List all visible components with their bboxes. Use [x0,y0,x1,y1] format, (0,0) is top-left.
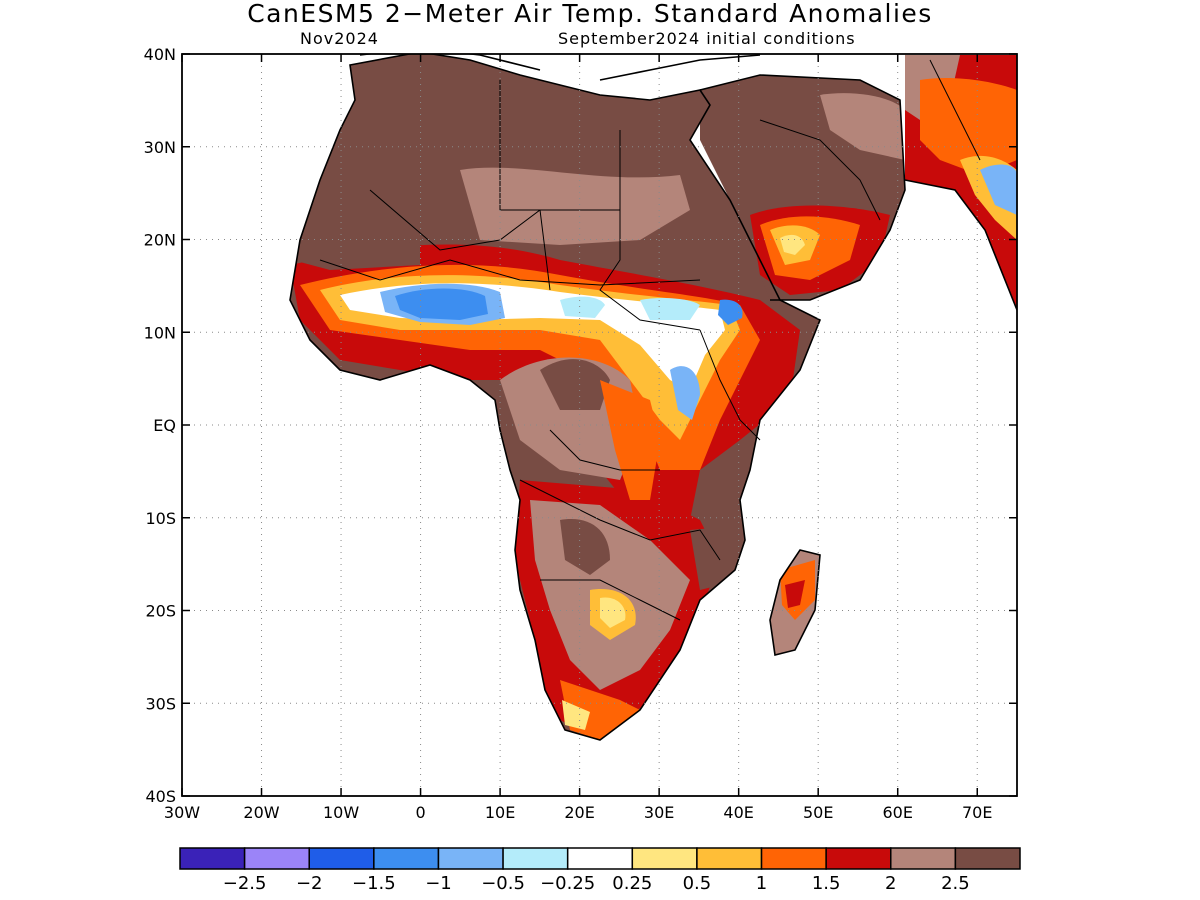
lon-tick-label: 40E [723,803,753,822]
colorbar-label: −1.5 [352,873,396,894]
lon-tick-label: 30W [164,803,200,822]
colorbar [179,847,1021,870]
lon-tick-label: 0 [415,803,425,822]
colorbar-swatch [243,847,310,870]
lat-tick-label: 20S [145,602,176,621]
colorbar-label: −0.25 [540,873,595,894]
colorbar-label: −0.5 [481,873,525,894]
lon-tick-label: 50E [803,803,833,822]
lat-tick-label: EQ [153,416,176,435]
lon-tick-label: 60E [882,803,912,822]
colorbar-swatch [502,847,569,870]
colorbar-label: 0.5 [683,873,712,894]
lon-tick-label: 20E [564,803,594,822]
colorbar-label: −2 [296,873,323,894]
lat-tick-label: 10S [145,509,176,528]
colorbar-label: 0.25 [612,873,652,894]
colorbar-label: −1 [425,873,452,894]
lat-tick-label: 10N [144,323,176,342]
lon-tick-label: 70E [962,803,992,822]
colorbar-label: 1.5 [812,873,841,894]
colorbar-swatch [696,847,763,870]
colorbar-swatch [631,847,698,870]
lat-tick-label: 40S [145,787,176,806]
coastlines [289,54,1017,741]
lon-tick-label: 10E [485,803,515,822]
colorbar-swatch [825,847,892,870]
colorbar-swatch [760,847,827,870]
lat-tick-label: 40N [144,45,176,64]
colorbar-swatch [437,847,504,870]
colorbar-label: 2 [885,873,896,894]
colorbar-swatch [308,847,375,870]
colorbar-label: 1 [756,873,767,894]
lat-tick-label: 30N [144,138,176,157]
forecast-month: Nov2024 [300,29,379,48]
map-title: CanESM5 2−Meter Air Temp. Standard Anoma… [247,0,933,28]
initial-conditions: September2024 initial conditions [558,29,856,48]
lat-tick-label: 30S [145,694,176,713]
lon-tick-label: 20W [243,803,279,822]
lon-tick-label: 30E [644,803,674,822]
colorbar-swatch [179,847,246,870]
colorbar-swatch [954,847,1021,870]
colorbar-label: −2.5 [223,873,267,894]
colorbar-label: 2.5 [941,873,970,894]
lat-tick-label: 20N [144,231,176,250]
graticule [182,54,1017,796]
colorbar-swatch [373,847,440,870]
colorbar-swatch [566,847,634,870]
lon-tick-label: 10W [323,803,359,822]
colorbar-swatch [890,847,957,870]
